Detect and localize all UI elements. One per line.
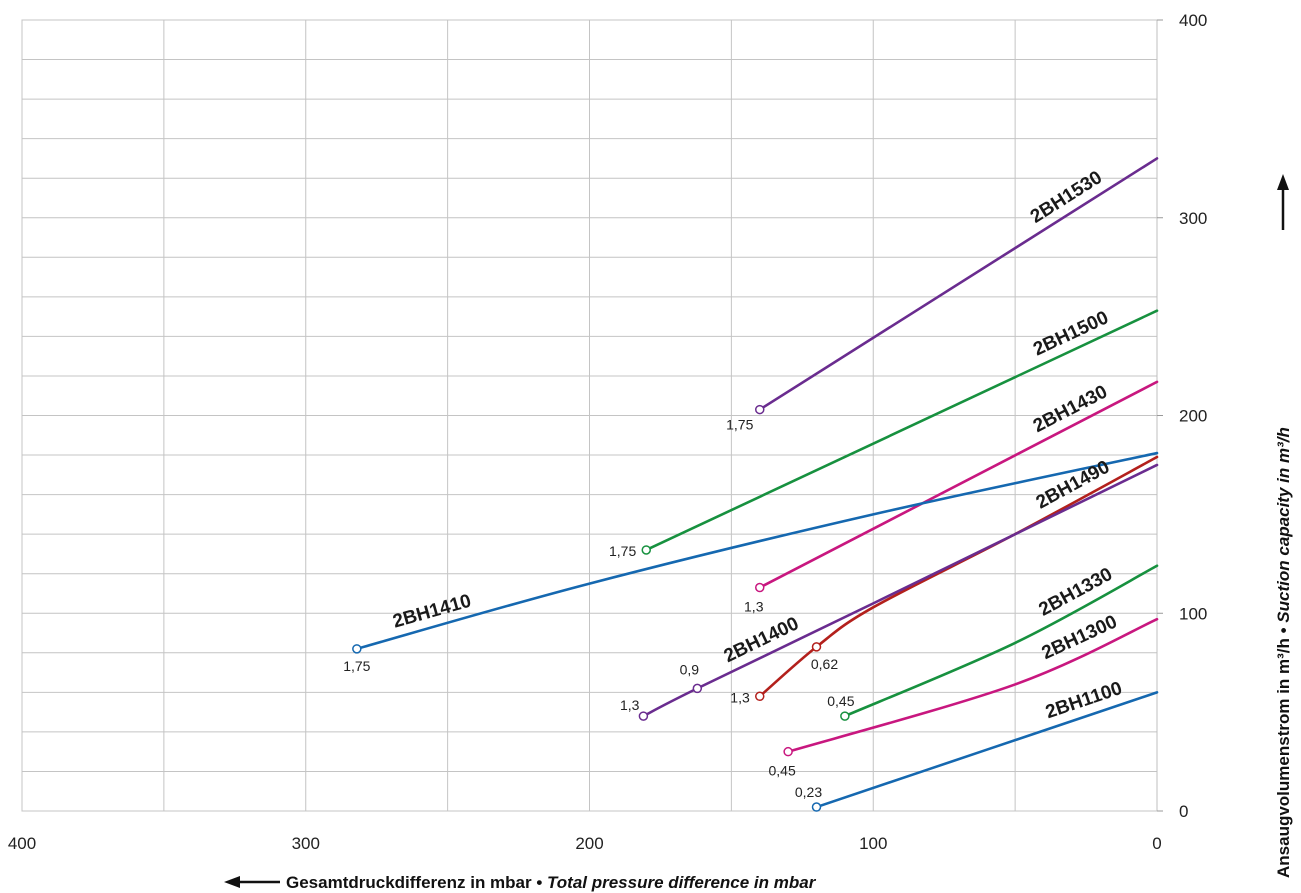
y-axis-ticks: 0 100 200 300 400 [1157, 11, 1207, 821]
series-start-point [755, 582, 765, 593]
y-tick-label: 200 [1179, 407, 1207, 426]
series-markers [352, 404, 850, 812]
series-line [786, 617, 1159, 753]
x-tick-label: 400 [8, 834, 36, 853]
series-line [758, 157, 1159, 411]
grid [21, 19, 1158, 812]
point-label: 0,9 [680, 661, 700, 677]
series-start-point [783, 746, 793, 757]
series-name-label: 2BH1500 [1030, 307, 1112, 360]
point-label: 1,75 [726, 417, 753, 433]
series-start-point [352, 644, 362, 654]
series-start-point [641, 545, 651, 555]
series-line [642, 463, 1159, 718]
point-label: 0,45 [769, 763, 796, 779]
series-line [843, 564, 1159, 718]
y-tick-label: 300 [1179, 209, 1207, 228]
x-tick-label: 300 [292, 834, 320, 853]
point-label: 1,75 [343, 658, 370, 674]
point-label: 1,3 [730, 689, 750, 705]
y-axis-title-italic: Suction capacity in m³/h [1274, 427, 1293, 623]
series-mid-point [811, 642, 822, 652]
series-line [355, 451, 1159, 651]
x-tick-label: 100 [859, 834, 887, 853]
series-line [644, 309, 1159, 552]
x-tick-label: 200 [575, 834, 603, 853]
series-line [758, 455, 1159, 698]
series-name-label: 2BH1400 [721, 613, 802, 667]
series-mid-point [692, 683, 703, 694]
x-tick-label: 0 [1152, 834, 1161, 853]
series-start-point [755, 691, 765, 702]
series-start-point [840, 711, 850, 721]
series-start-point [638, 711, 649, 721]
y-axis-arrowhead-icon [1277, 174, 1289, 190]
series-lines [355, 157, 1159, 809]
svg-text:Ansaugvolumenstrom in m³/h • S: Ansaugvolumenstrom in m³/h • Suction cap… [1274, 427, 1293, 878]
point-label: 0,45 [827, 693, 854, 709]
point-label: 0,62 [811, 656, 838, 672]
series-name-label: 2BH1430 [1030, 381, 1111, 437]
y-tick-label: 100 [1179, 604, 1207, 623]
point-label: 1,3 [620, 697, 640, 713]
y-axis-title: Ansaugvolumenstrom in m³/h • Suction cap… [1274, 174, 1293, 878]
x-axis-title: Gesamtdruckdifferenz in mbar • Total pre… [224, 873, 817, 892]
point-label: 0,23 [795, 784, 822, 800]
series-start-point [811, 802, 822, 812]
point-label: 1,75 [609, 543, 636, 559]
x-axis-arrowhead-icon [224, 876, 240, 888]
x-axis-ticks: 400 300 200 100 0 [8, 834, 1162, 853]
y-axis-title-main: Ansaugvolumenstrom in m³/h • [1274, 623, 1293, 878]
x-axis-title-main: Gesamtdruckdifferenz in mbar • [286, 873, 547, 892]
series-line [815, 691, 1159, 809]
x-axis-title-italic: Total pressure difference in mbar [547, 873, 817, 892]
y-tick-label: 400 [1179, 11, 1207, 30]
svg-text:Gesamtdruckdifferenz in mbar •: Gesamtdruckdifferenz in mbar • Total pre… [286, 873, 817, 892]
point-label: 1,3 [744, 599, 764, 615]
series-line [758, 380, 1159, 589]
y-tick-label: 0 [1179, 802, 1188, 821]
series-start-point [755, 404, 765, 415]
